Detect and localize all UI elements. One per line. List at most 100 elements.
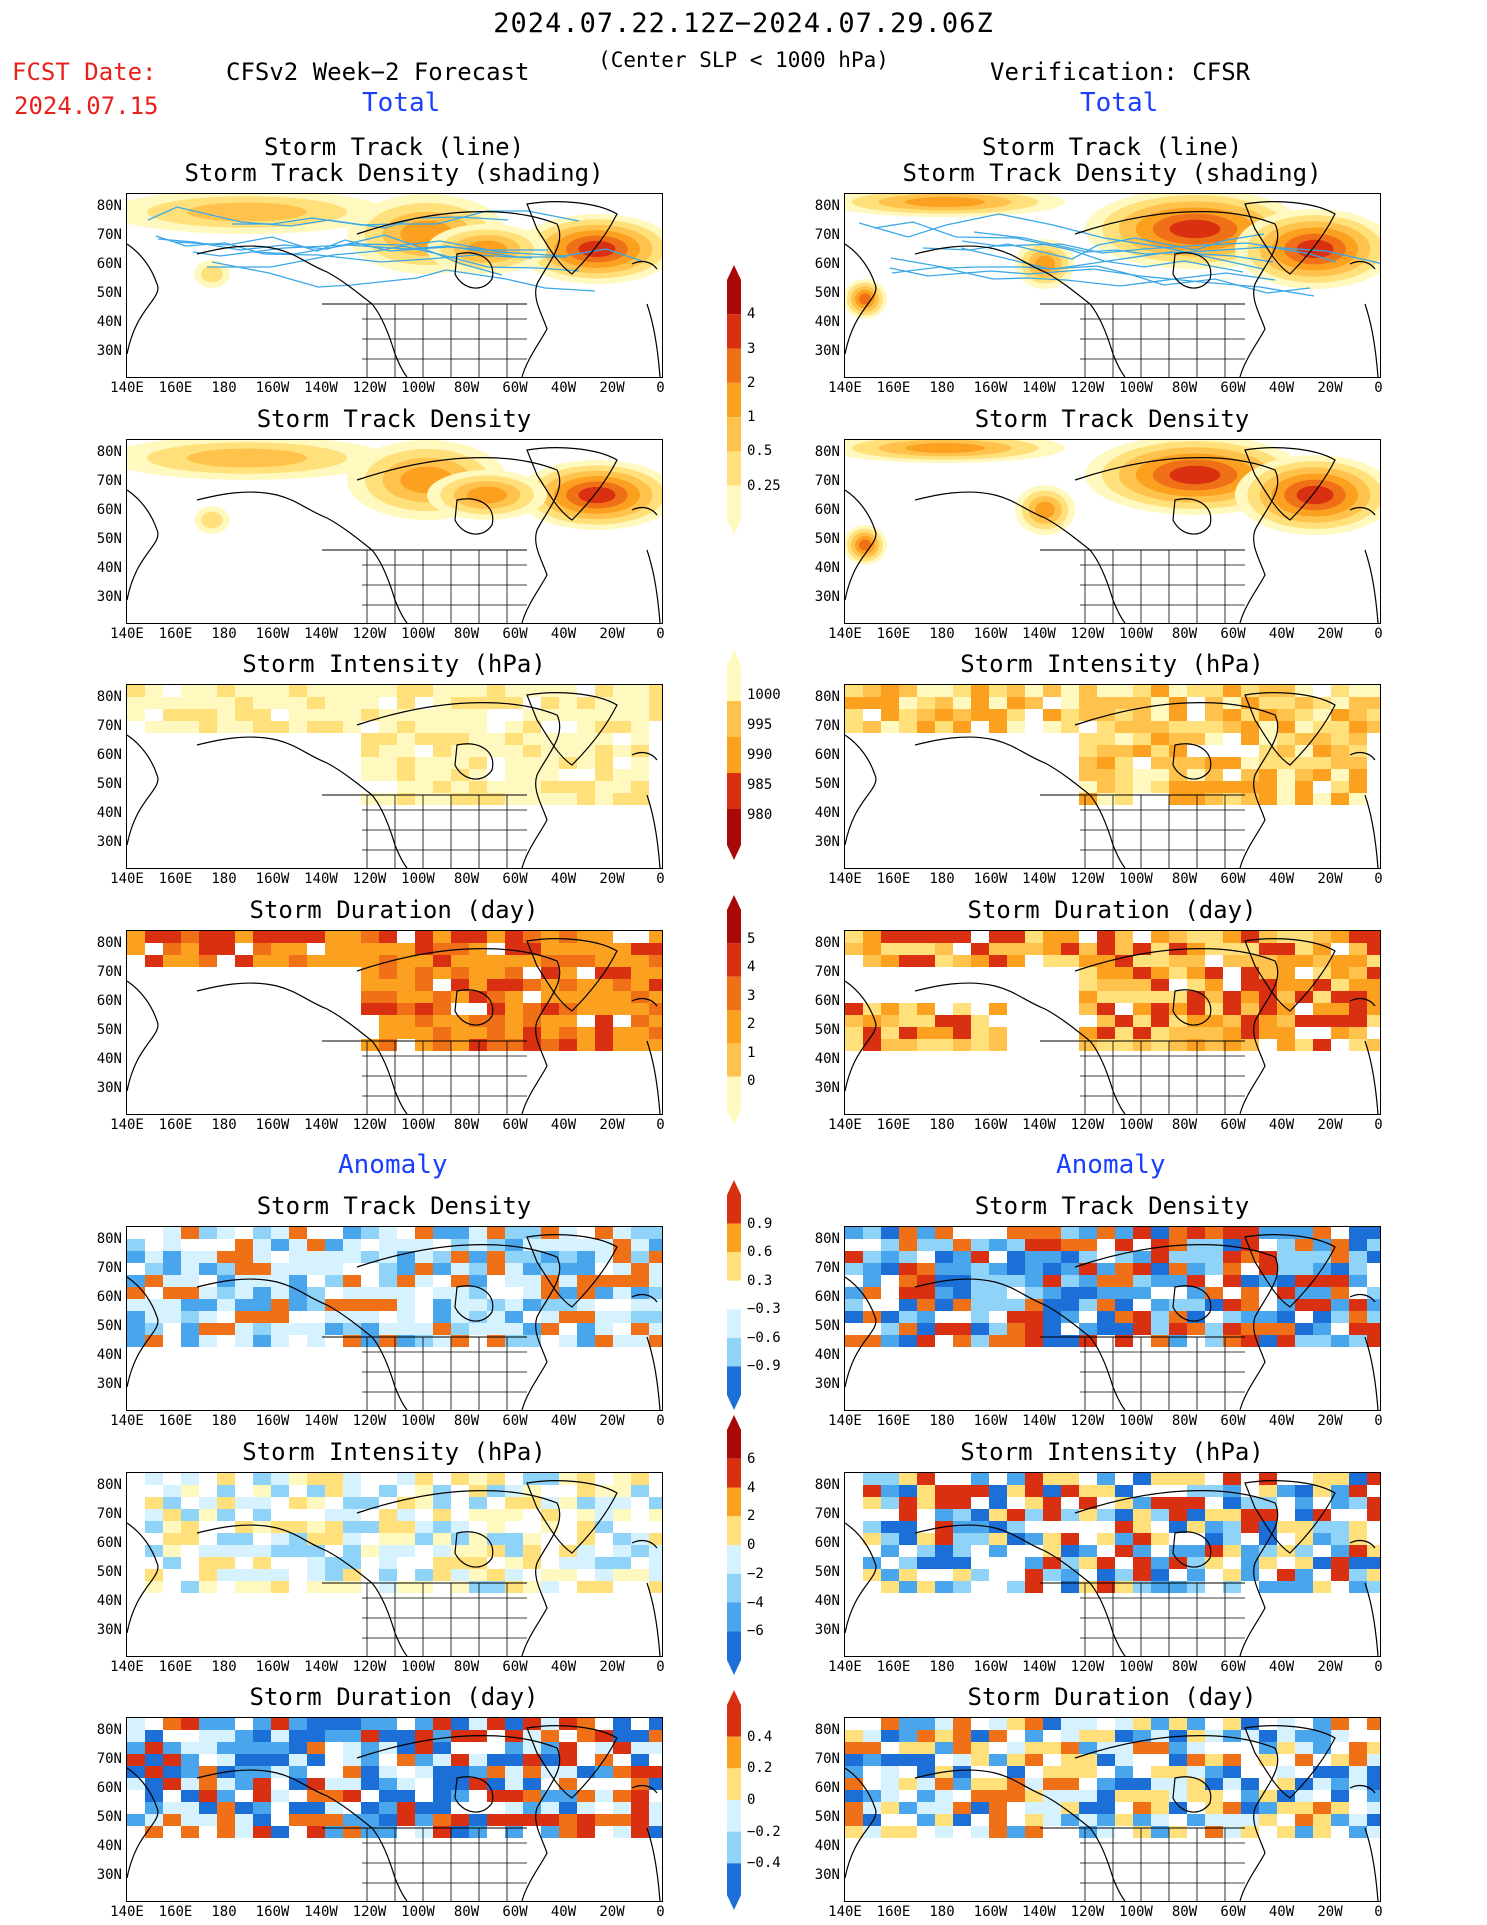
subtitle: (Center SLP < 1000 hPa) bbox=[598, 48, 889, 72]
lat-label: 80N bbox=[814, 935, 840, 951]
lon-label: 120W bbox=[1070, 1117, 1105, 1133]
lon-label: 60W bbox=[502, 1413, 528, 1429]
lon-label: 20W bbox=[599, 1659, 625, 1675]
lon-label: 20W bbox=[1317, 871, 1343, 887]
lon-label: 160W bbox=[255, 1904, 290, 1920]
map-panel-adens-verification bbox=[844, 1226, 1381, 1411]
colorbar-label: −0.3 bbox=[747, 1301, 781, 1318]
map-field bbox=[845, 1473, 1380, 1656]
lon-label: 140W bbox=[1022, 1904, 1056, 1920]
lat-label: 60N bbox=[96, 747, 122, 763]
lon-label: 160W bbox=[973, 1413, 1008, 1429]
lon-label: 160E bbox=[876, 626, 911, 642]
lon-label: 160E bbox=[876, 1413, 911, 1429]
lat-label: 80N bbox=[814, 1231, 840, 1247]
fcst-date-label: FCST Date: bbox=[12, 58, 157, 86]
colorbar-label: 985 bbox=[747, 777, 773, 793]
lat-label: 60N bbox=[96, 502, 122, 518]
lat-label: 80N bbox=[96, 935, 122, 951]
lat-label: 60N bbox=[96, 993, 122, 1009]
lat-label: 70N bbox=[96, 473, 122, 489]
map-panel-int-verification bbox=[844, 684, 1381, 869]
lon-label: 120W bbox=[1070, 1413, 1105, 1429]
lon-label: 140E bbox=[110, 871, 144, 887]
lon-label: 80W bbox=[453, 1117, 480, 1133]
colorbar-label: −0.2 bbox=[747, 1823, 781, 1840]
lat-label: 30N bbox=[814, 1867, 840, 1883]
panel-title: Storm Duration (day) bbox=[967, 896, 1257, 924]
lon-label: 160W bbox=[973, 871, 1008, 887]
lat-label: 60N bbox=[96, 1535, 122, 1551]
lon-label: 140W bbox=[1022, 626, 1056, 642]
lon-label: 160W bbox=[255, 871, 290, 887]
lon-label: 0 bbox=[1374, 1659, 1383, 1675]
lon-label: 0 bbox=[1374, 871, 1383, 887]
lat-label: 40N bbox=[814, 314, 840, 330]
lat-label: 30N bbox=[96, 343, 122, 359]
lon-label: 160E bbox=[158, 1904, 193, 1920]
lat-label: 30N bbox=[814, 1622, 840, 1638]
period-title: 2024.07.22.12Z−2024.07.29.06Z bbox=[493, 8, 994, 39]
lat-label: 80N bbox=[814, 689, 840, 705]
lon-label: 120W bbox=[1070, 871, 1105, 887]
lon-label: 0 bbox=[656, 1904, 665, 1920]
lat-label: 50N bbox=[814, 1809, 840, 1825]
map-field bbox=[845, 1227, 1380, 1410]
lon-label: 140W bbox=[304, 1117, 338, 1133]
lat-label: 80N bbox=[96, 1231, 122, 1247]
lon-label: 0 bbox=[656, 1413, 665, 1429]
lon-label: 120W bbox=[352, 1117, 387, 1133]
lon-label: 180 bbox=[929, 1904, 955, 1920]
lon-label: 0 bbox=[1374, 626, 1383, 642]
map-panel-adur-forecast bbox=[126, 1717, 663, 1902]
lon-label: 60W bbox=[502, 871, 528, 887]
lat-label: 50N bbox=[814, 1022, 840, 1038]
lon-label: 40W bbox=[1268, 1659, 1295, 1675]
lon-label: 140W bbox=[304, 871, 338, 887]
lon-label: 60W bbox=[502, 1659, 528, 1675]
colorbar-label: 4 bbox=[747, 959, 756, 976]
lon-label: 80W bbox=[1171, 1904, 1198, 1920]
lat-label: 70N bbox=[814, 1751, 840, 1767]
lon-label: 100W bbox=[1119, 1117, 1153, 1133]
lon-label: 100W bbox=[401, 626, 435, 642]
lon-label: 60W bbox=[1220, 380, 1246, 396]
lon-label: 80W bbox=[453, 871, 480, 887]
left-anomaly-label: Anomaly bbox=[338, 1150, 448, 1180]
lon-label: 120W bbox=[352, 1904, 387, 1920]
lon-label: 40W bbox=[1268, 626, 1295, 642]
colorbar-label: 1 bbox=[747, 1044, 756, 1061]
lat-label: 80N bbox=[814, 1477, 840, 1493]
lon-label: 140W bbox=[304, 1904, 338, 1920]
lon-label: 40W bbox=[550, 1904, 577, 1920]
lon-label: 80W bbox=[1171, 871, 1198, 887]
map-panel-int-forecast bbox=[126, 684, 663, 869]
lon-label: 120W bbox=[352, 1659, 387, 1675]
lon-label: 100W bbox=[401, 1413, 435, 1429]
lat-label: 40N bbox=[96, 314, 122, 330]
map-field bbox=[127, 1227, 662, 1410]
colorbar-intensity_total bbox=[727, 650, 741, 860]
lon-label: 20W bbox=[599, 1904, 625, 1920]
lat-label: 70N bbox=[814, 473, 840, 489]
lon-label: 140W bbox=[304, 626, 338, 642]
lon-label: 140E bbox=[110, 626, 144, 642]
lat-label: 50N bbox=[96, 531, 122, 547]
lon-label: 40W bbox=[1268, 380, 1295, 396]
lat-label: 40N bbox=[96, 1838, 122, 1854]
lon-label: 140W bbox=[1022, 871, 1056, 887]
lon-label: 140E bbox=[110, 1413, 144, 1429]
colorbar-intensity_anom bbox=[727, 1415, 741, 1675]
lon-label: 100W bbox=[401, 1659, 435, 1675]
lat-label: 30N bbox=[96, 1080, 122, 1096]
lon-label: 0 bbox=[1374, 1904, 1383, 1920]
lon-label: 80W bbox=[1171, 380, 1198, 396]
lat-label: 80N bbox=[814, 444, 840, 460]
map-field bbox=[845, 440, 1380, 623]
lon-label: 40W bbox=[550, 1413, 577, 1429]
right-anomaly-label: Anomaly bbox=[1056, 1150, 1166, 1180]
colorbar-label: 0 bbox=[747, 1073, 756, 1090]
lat-label: 60N bbox=[814, 256, 840, 272]
lon-label: 180 bbox=[211, 871, 237, 887]
colorbar-label: 2 bbox=[747, 1016, 756, 1033]
